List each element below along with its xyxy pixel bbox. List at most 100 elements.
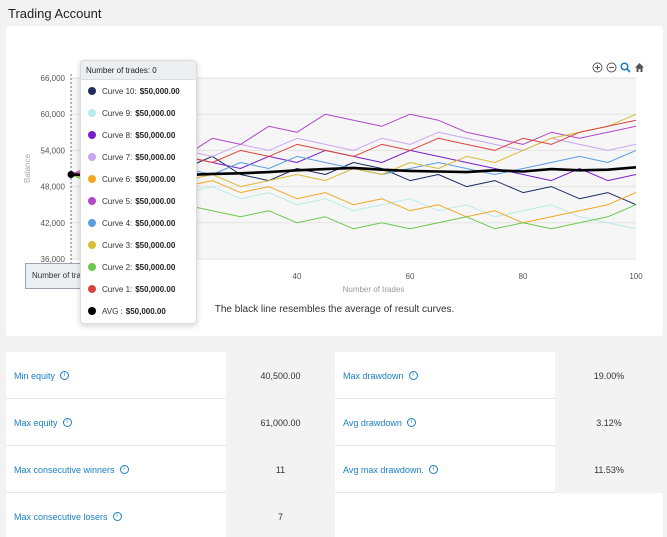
series-color-dot xyxy=(88,307,96,315)
x-tick-label: 100 xyxy=(629,272,643,281)
stat-value: 11.53% xyxy=(555,446,663,493)
stat-value-text: 40,500.00 xyxy=(260,370,301,381)
table-row: Max equity i 61,000.00 Avg drawdown i 3.12% xyxy=(6,399,663,446)
tooltip-header: Number of trades: 0 xyxy=(81,61,196,80)
series-color-dot xyxy=(88,131,96,139)
stats-table: Min equity i 40,500.00 Max drawdown i 19.00% M… xyxy=(6,352,663,537)
info-icon[interactable]: i xyxy=(60,371,70,380)
tooltip-series-name: Curve 4: xyxy=(102,218,133,228)
stat-label: Max consecutive losers i xyxy=(6,493,226,537)
series-color-dot xyxy=(88,109,96,117)
tooltip-series-name: Curve 6: xyxy=(102,174,133,184)
stat-label: Avg max drawdown. i xyxy=(335,446,555,493)
tooltip-series-value: $50,000.00 xyxy=(139,86,180,96)
tooltip-series-value: $50,000.00 xyxy=(135,240,176,250)
table-row: Max consecutive winners i 11 Avg max drawdo… xyxy=(6,446,663,493)
stat-value xyxy=(555,493,663,537)
table-row: Max consecutive losers i 7 xyxy=(6,493,663,537)
stat-value: 3.12% xyxy=(555,399,663,446)
tooltip-row: Curve 10: $50,000.00 xyxy=(81,80,196,102)
table-row: Min equity i 40,500.00 Max drawdown i 19.00% xyxy=(6,352,663,399)
info-icon[interactable]: i xyxy=(428,465,438,474)
x-tick-label: 80 xyxy=(519,272,528,281)
stat-value-text: 19.00% xyxy=(593,370,625,381)
tooltip-series-value: $50,000.00 xyxy=(135,130,176,140)
tooltip-row: Curve 7: $50,000.00 xyxy=(81,146,196,168)
tooltip-series-value: $50,000.00 xyxy=(135,174,176,184)
info-icon[interactable]: i xyxy=(62,418,72,427)
hover-marker xyxy=(67,171,75,179)
tooltip-series-name: Curve 2: xyxy=(102,262,133,272)
tooltip-series-name: Curve 3: xyxy=(102,240,133,250)
tooltip-series-name: Curve 8: xyxy=(102,130,133,140)
tooltip-row: AVG : $50,000.00 xyxy=(81,300,196,322)
tooltip-row: Curve 4: $50,000.00 xyxy=(81,212,196,234)
tooltip-series-value: $50,000.00 xyxy=(125,306,166,316)
stat-label: Max equity i xyxy=(6,399,226,446)
stat-value-text: 61,000.00 xyxy=(260,417,301,428)
search-icon[interactable] xyxy=(620,62,631,73)
tooltip-series-name: Curve 9: xyxy=(102,108,133,118)
chart-tooltip: Number of trades: 0 Curve 10: $50,000.00 C… xyxy=(80,60,197,324)
tooltip-row: Curve 5: $50,000.00 xyxy=(81,190,196,212)
stat-label-text: Avg drawdown xyxy=(343,417,402,428)
stat-label-text: Min equity xyxy=(14,370,56,381)
tooltip-series-value: $50,000.00 xyxy=(135,108,176,118)
zoom-in-icon[interactable] xyxy=(592,62,603,73)
chart-toolbar xyxy=(592,62,645,73)
info-icon[interactable]: i xyxy=(406,418,416,427)
series-color-dot xyxy=(88,241,96,249)
stat-value-text: 7 xyxy=(277,511,283,522)
stat-label: Avg drawdown i xyxy=(335,399,555,446)
y-tick-label: 60,000 xyxy=(41,110,66,119)
info-icon[interactable]: i xyxy=(112,512,122,521)
stat-label: Min equity i xyxy=(6,352,226,399)
stat-label-text: Max consecutive winners xyxy=(14,464,115,475)
page-title: Trading Account xyxy=(8,6,102,21)
x-hover-label: Number of trades xyxy=(25,263,81,289)
series-color-dot xyxy=(88,87,96,95)
tooltip-series-name: Curve 1: xyxy=(102,284,133,294)
info-icon[interactable]: i xyxy=(119,465,129,474)
x-axis-title: Number of trades xyxy=(343,285,405,294)
stat-label: Max consecutive winners i xyxy=(6,446,226,493)
y-tick-label: 42,000 xyxy=(41,219,66,228)
zoom-out-icon[interactable] xyxy=(606,62,617,73)
y-tick-label: 66,000 xyxy=(41,74,66,83)
tooltip-series-value: $50,000.00 xyxy=(135,284,176,294)
stat-label: Max drawdown i xyxy=(335,352,555,399)
series-color-dot xyxy=(88,263,96,271)
tooltip-series-value: $50,000.00 xyxy=(135,218,176,228)
tooltip-row: Curve 8: $50,000.00 xyxy=(81,124,196,146)
stat-label xyxy=(335,493,555,537)
y-tick-label: 54,000 xyxy=(41,146,66,155)
tooltip-series-name: Curve 10: xyxy=(102,86,137,96)
y-tick-label: 48,000 xyxy=(41,183,66,192)
tooltip-series-value: $50,000.00 xyxy=(135,196,176,206)
stat-value: 61,000.00 xyxy=(226,399,335,446)
tooltip-row: Curve 1: $50,000.00 xyxy=(81,278,196,300)
chart-note: The black line resembles the average of … xyxy=(214,304,455,315)
stat-value-text: 11.53% xyxy=(594,464,624,475)
info-icon[interactable]: i xyxy=(408,371,418,380)
home-icon[interactable] xyxy=(634,62,645,73)
tooltip-series-value: $50,000.00 xyxy=(135,262,176,272)
series-color-dot xyxy=(88,153,96,161)
tooltip-series-name: Curve 5: xyxy=(102,196,133,206)
stat-value: 7 xyxy=(226,493,335,537)
x-tick-label: 40 xyxy=(293,272,302,281)
series-color-dot xyxy=(88,197,96,205)
tooltip-series-name: Curve 7: xyxy=(102,152,133,162)
y-axis-title: Balance xyxy=(23,154,32,183)
stat-value-text: 11 xyxy=(275,464,286,475)
stat-label-text: Max consecutive losers xyxy=(14,511,108,522)
tooltip-series-name: AVG : xyxy=(102,306,123,316)
stat-label-text: Max equity xyxy=(14,417,58,428)
stat-value: 11 xyxy=(226,446,335,493)
y-tick-label: 36,000 xyxy=(41,255,66,264)
stat-label-text: Avg max drawdown. xyxy=(343,464,424,475)
stat-value: 40,500.00 xyxy=(226,352,335,399)
tooltip-row: Curve 9: $50,000.00 xyxy=(81,102,196,124)
stat-value-text: 3.12% xyxy=(596,417,622,428)
tooltip-series-value: $50,000.00 xyxy=(135,152,176,162)
